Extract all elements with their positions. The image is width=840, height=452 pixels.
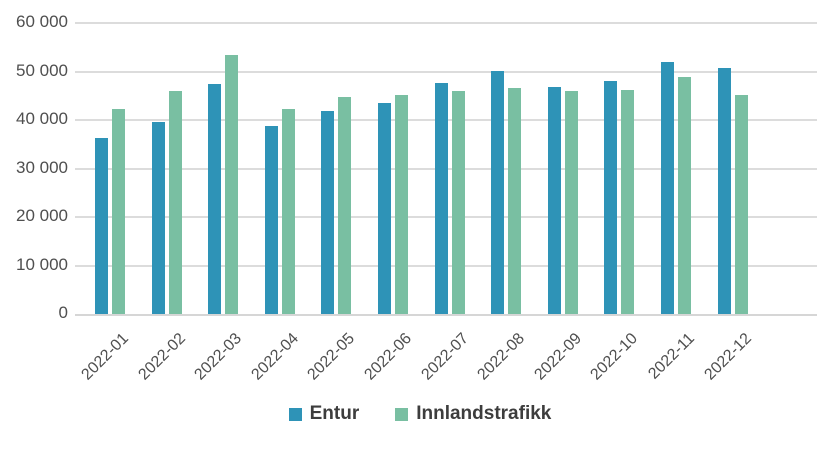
bar-entur-2022-07 — [434, 82, 448, 314]
bar-entur-2022-04 — [264, 126, 278, 314]
bar-entur-2022-08 — [491, 70, 505, 314]
y-tick-label: 0 — [58, 303, 68, 322]
bar-innlandstrafikk-2022-05 — [338, 97, 352, 314]
bar-innlandstrafikk-2022-09 — [564, 90, 578, 314]
bar-entur-2022-02 — [151, 121, 165, 314]
bar-innlandstrafikk-2022-10 — [621, 89, 635, 314]
bar-innlandstrafikk-2022-02 — [168, 90, 182, 314]
bar-innlandstrafikk-2022-11 — [678, 76, 691, 314]
bar-innlandstrafikk-2022-08 — [508, 88, 522, 314]
bar-entur-2022-03 — [208, 84, 222, 314]
legend-item-entur[interactable]: Entur — [288, 403, 360, 425]
bar-entur-2022-11 — [661, 62, 674, 314]
legend-item-innlandstrafikk[interactable]: Innlandstrafikk — [395, 403, 551, 425]
bar-innlandstrafikk-2022-04 — [281, 108, 295, 314]
y-tick-label: 30 000 — [16, 157, 68, 177]
y-tick-label: 20 000 — [16, 206, 68, 225]
legend-swatch-innlandstrafikk — [395, 407, 409, 421]
chart-legend: Entur Innlandstrafikk — [0, 403, 840, 425]
bar-innlandstrafikk-2022-06 — [395, 95, 408, 314]
y-axis: 0 10 000 20 000 30 000 40 000 50 000 60 000 — [0, 12, 68, 322]
bar-entur-2022-09 — [547, 87, 561, 314]
bar-entur-2022-06 — [378, 102, 391, 314]
bar-innlandstrafikk-2022-12 — [734, 94, 748, 314]
y-tick-label: 10 000 — [16, 254, 68, 274]
bar-entur-2022-12 — [717, 68, 731, 314]
bar-innlandstrafikk-2022-01 — [112, 108, 125, 314]
bar-innlandstrafikk-2022-03 — [225, 54, 239, 314]
bar-entur-2022-01 — [95, 138, 108, 314]
gridline — [75, 22, 817, 24]
legend-swatch-entur — [288, 407, 302, 421]
y-tick-label: 40 000 — [16, 109, 68, 128]
y-tick-label: 50 000 — [16, 60, 68, 80]
bar-entur-2022-05 — [321, 110, 335, 314]
plot-area — [75, 22, 817, 316]
bar-entur-2022-10 — [604, 80, 618, 314]
gridline — [75, 70, 817, 73]
bar-innlandstrafikk-2022-07 — [451, 90, 465, 314]
legend-label-entur: Entur — [309, 403, 360, 424]
legend-label-innlandstrafikk: Innlandstrafikk — [416, 403, 552, 424]
y-tick-label: 60 000 — [16, 12, 68, 31]
